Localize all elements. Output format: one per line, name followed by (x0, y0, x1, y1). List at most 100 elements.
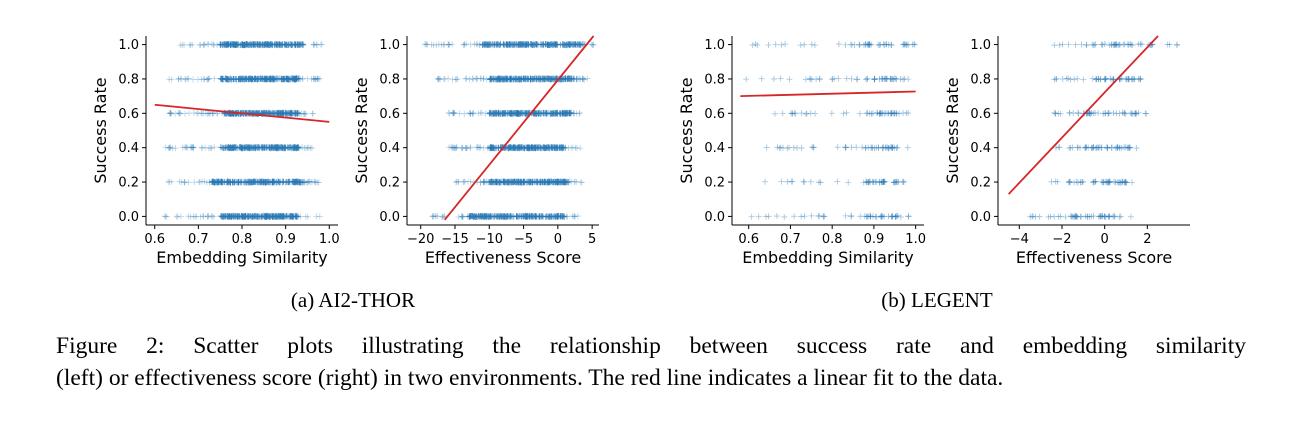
data-point (191, 179, 198, 186)
data-point (174, 213, 180, 220)
data-point (864, 75, 871, 82)
y-tick-label: 0.8 (704, 72, 725, 87)
data-point (1066, 178, 1073, 185)
data-point (566, 110, 573, 117)
data-point (829, 76, 836, 83)
data-point (842, 212, 849, 219)
data-point (230, 75, 237, 82)
data-point (569, 213, 576, 220)
data-point (887, 110, 894, 117)
data-point (589, 41, 596, 48)
data-point (1080, 76, 1087, 83)
data-point (276, 42, 283, 49)
data-point (1066, 145, 1073, 152)
data-point (278, 109, 285, 116)
scatter-panel-2: 0.0 0.2 0.4 0.6 0.8 1.0 −20 −15 −10 −5 0 5 Effective… (352, 35, 599, 267)
data-point (1100, 179, 1107, 186)
data-point (452, 145, 459, 152)
data-point (190, 213, 197, 220)
data-point (1128, 179, 1135, 186)
scatter-panel-1: 0.00.20.40.60.81.00.6 0.7 0.8 0.9 1.0Embeddi… (91, 36, 340, 267)
data-point (816, 76, 823, 83)
data-point (1132, 110, 1139, 117)
data-point (458, 213, 465, 220)
data-point (475, 144, 482, 151)
data-point (842, 144, 849, 151)
data-point (1070, 110, 1077, 117)
x-tick-label: 0.6 (144, 232, 165, 247)
figure-caption: Figure 2: Scatter plots illustrating the… (56, 330, 1246, 394)
data-point (175, 75, 182, 82)
data-point (311, 178, 318, 185)
data-point (526, 179, 533, 186)
data-point (575, 41, 582, 48)
x-tick-label: 0 (1101, 232, 1109, 247)
data-point (1054, 178, 1061, 185)
data-point (480, 144, 487, 151)
data-point (496, 179, 503, 186)
data-point (588, 41, 595, 48)
x-tick-label: 0.9 (275, 232, 296, 247)
data-point (559, 41, 566, 48)
data-point (467, 144, 474, 151)
data-point (169, 145, 176, 152)
data-point (1071, 179, 1078, 186)
y-tick-label: 1.0 (704, 38, 725, 53)
data-point (450, 110, 457, 117)
y-tick-label: 0.2 (970, 176, 991, 191)
data-point (893, 110, 900, 117)
data-point (274, 145, 281, 152)
data-point (224, 76, 231, 83)
data-point (177, 110, 184, 117)
data-point (439, 213, 446, 220)
data-point (432, 213, 439, 220)
data-point (866, 212, 873, 219)
data-point (880, 178, 887, 185)
data-point (264, 42, 271, 49)
data-point (480, 75, 487, 82)
data-point (562, 42, 569, 49)
data-point (778, 178, 785, 185)
data-point (546, 213, 553, 220)
data-point (1079, 178, 1086, 185)
data-point (561, 75, 568, 82)
data-point (774, 144, 781, 151)
points-level-0.2 (453, 178, 585, 186)
data-point (172, 145, 179, 152)
data-point (549, 76, 556, 83)
data-point (577, 76, 584, 83)
data-point (429, 213, 436, 220)
data-point (302, 110, 309, 117)
data-point (527, 76, 534, 83)
data-point (232, 213, 239, 220)
data-point (811, 42, 818, 49)
x-tick-label: 1.0 (905, 232, 926, 247)
data-point (480, 75, 487, 82)
data-point (162, 144, 169, 151)
data-point (239, 145, 246, 152)
data-point (210, 213, 217, 220)
data-point (181, 41, 188, 48)
data-point (1052, 110, 1059, 117)
data-point (474, 75, 481, 82)
data-point (572, 178, 579, 185)
y-tick-label: 0.0 (970, 210, 991, 225)
data-point (579, 75, 586, 82)
data-point (166, 144, 173, 151)
data-point (798, 144, 805, 151)
data-point (857, 213, 864, 220)
data-point (314, 42, 321, 49)
data-point (890, 76, 897, 83)
x-tick-label: −10 (476, 232, 503, 247)
data-point (450, 110, 457, 117)
points-level-0.6 (445, 109, 583, 117)
data-point (514, 213, 521, 220)
data-point (904, 144, 911, 151)
data-point (1114, 144, 1121, 151)
data-point (208, 145, 215, 152)
data-point (176, 178, 183, 185)
data-point (201, 75, 208, 82)
data-point (843, 75, 850, 82)
data-point (204, 76, 211, 83)
data-point (802, 110, 809, 117)
